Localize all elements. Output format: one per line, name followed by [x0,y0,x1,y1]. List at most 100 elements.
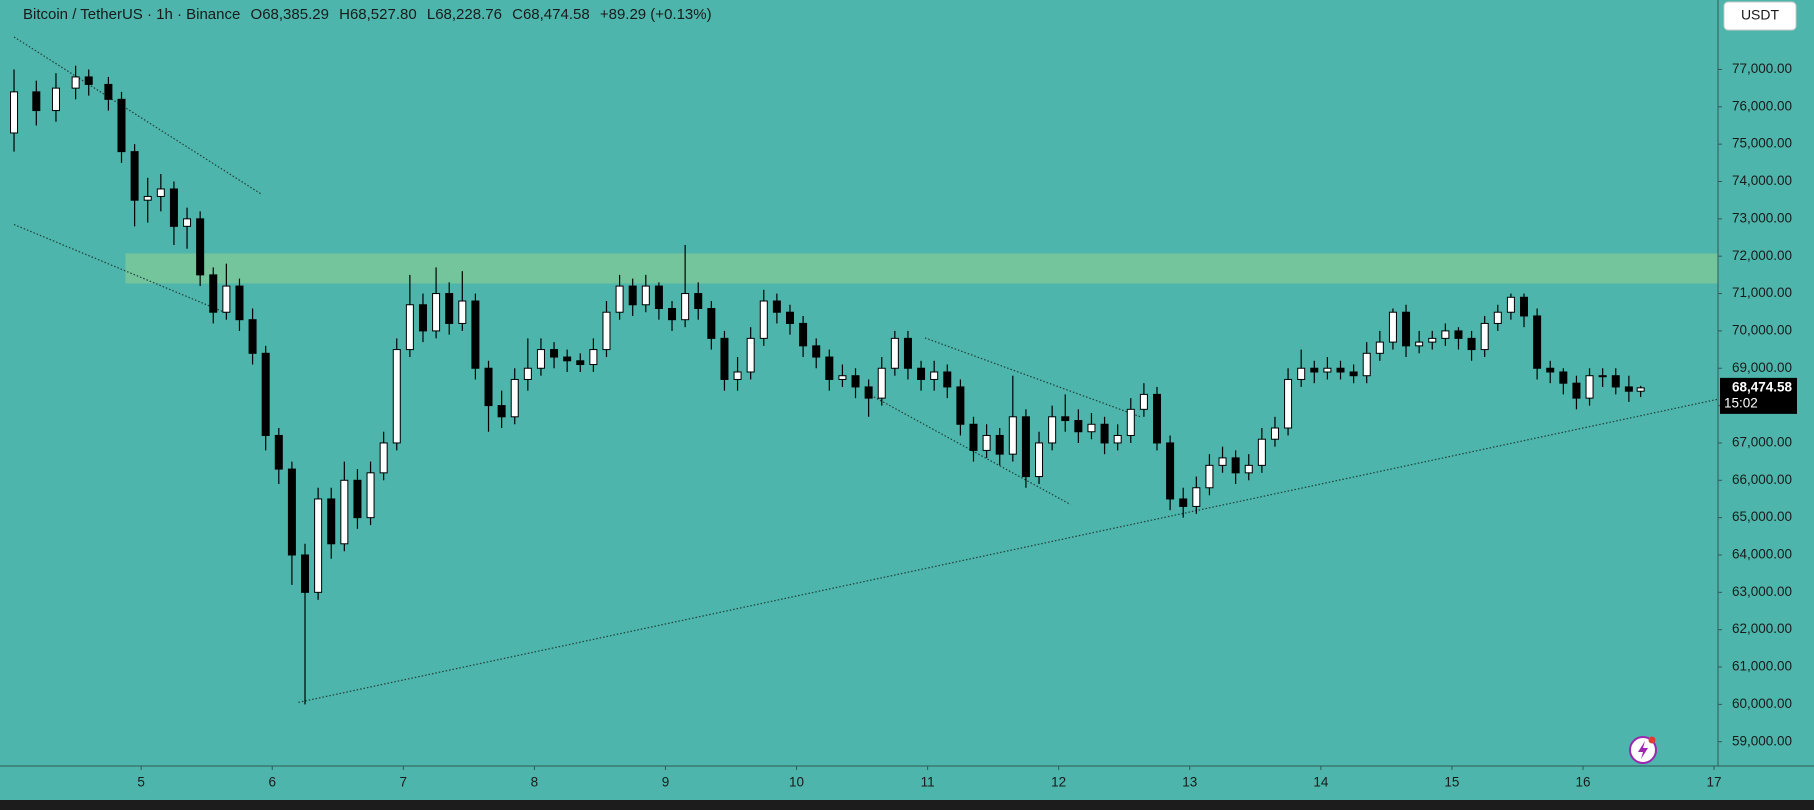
candle-body [314,498,323,593]
currency-button[interactable]: USDT [1723,1,1797,31]
candle-body [864,386,873,399]
candle-body [720,337,729,380]
x-tick-label: 5 [137,775,145,790]
candle-body [248,319,257,354]
candle-body [1048,416,1057,444]
currency-label[interactable]: USDT [1741,7,1780,23]
ohlc-key: H [339,6,350,23]
candle-body [1415,341,1424,347]
candle-body [235,285,244,321]
ohlc-key: L [427,6,435,23]
y-tick-label: 66,000.00 [1732,472,1792,487]
candle-body [366,472,375,519]
candle-body [746,337,755,373]
candle-body [1074,420,1083,433]
currency-button-bg[interactable] [1723,1,1797,31]
x-tick-label: 11 [921,775,935,790]
candle-body [602,311,611,351]
candle-body [1336,367,1345,373]
y-tick-label: 69,000.00 [1732,360,1792,375]
alert-dot[interactable] [1648,736,1656,744]
ohlc-key: O [251,6,263,23]
x-tick-label: 6 [268,775,276,790]
candle-body [261,352,270,436]
candle-body [1087,423,1096,433]
y-tick-label: 75,000.00 [1732,136,1792,151]
candle-body [1585,375,1594,399]
candle-body [379,442,388,474]
y-tick-label: 60,000.00 [1732,696,1792,711]
candle-body [1008,416,1017,455]
candle-body [1636,387,1645,392]
trendline [298,398,1719,703]
candle-body [353,479,362,519]
candle-body [799,322,808,347]
candle-body [156,188,165,197]
candle-body [536,349,545,369]
candle-body [10,91,19,134]
candle-body [1493,311,1502,324]
candle-body [1021,416,1030,478]
candle-body [1520,296,1529,317]
candle-body [169,188,178,227]
candle-body [1402,311,1411,347]
candle-body [1388,311,1397,343]
candle-body [71,76,80,89]
alert-icon[interactable] [1629,736,1657,764]
candle-body [143,195,152,201]
candle-body [471,300,480,369]
candle-body [1598,375,1607,378]
candle-body [1244,464,1253,474]
y-tick-label: 73,000.00 [1732,210,1792,225]
candle-body [432,293,441,332]
candle-body [707,307,716,339]
candle-body [812,345,821,358]
candle-body [1192,487,1201,507]
candle-body [523,367,532,380]
candle-body [1480,322,1489,351]
candle-body [32,91,41,112]
y-tick-label: 70,000.00 [1732,322,1792,337]
candle-body [903,337,912,369]
candle-body [1546,367,1555,373]
ohlc-value: 68,385.29 [262,6,329,23]
candle-body [838,375,847,380]
last-price-box [1720,377,1797,414]
candle-body [445,293,454,324]
candle-body [1349,371,1358,377]
candle-body [943,371,952,388]
alert-bolt[interactable] [1638,741,1648,759]
countdown: 15:02 [1724,395,1758,410]
candle-body [1467,337,1476,351]
y-tick-label: 64,000.00 [1732,547,1792,562]
candle-body [497,405,506,418]
x-tick-label: 16 [1575,775,1590,790]
candle-body [930,371,939,380]
candle-body [641,285,650,306]
candle-body [694,293,703,309]
x-tick-label: 14 [1313,775,1329,790]
candle-body [956,386,965,425]
y-tick-label: 71,000.00 [1732,285,1792,300]
candle-body [1297,367,1306,380]
candle-body [1061,416,1070,422]
candle-body [418,304,427,332]
candle-body [510,378,519,418]
ohlc-key: C [512,6,523,23]
candle-body [1218,457,1227,466]
bottom-bar [0,800,1814,810]
candle-body [1559,371,1568,384]
candle-body [340,479,349,545]
candle-body [733,371,742,380]
candle-body [1323,367,1332,373]
y-tick-label: 67,000.00 [1732,435,1792,450]
candle-body [1506,296,1515,313]
candle-body [392,349,401,444]
candle-body [1572,382,1581,399]
candle-body [1152,393,1161,444]
candle-body [405,304,414,351]
candle-body [130,151,139,201]
candle-body [1441,330,1450,339]
x-tick-label: 15 [1444,775,1459,790]
